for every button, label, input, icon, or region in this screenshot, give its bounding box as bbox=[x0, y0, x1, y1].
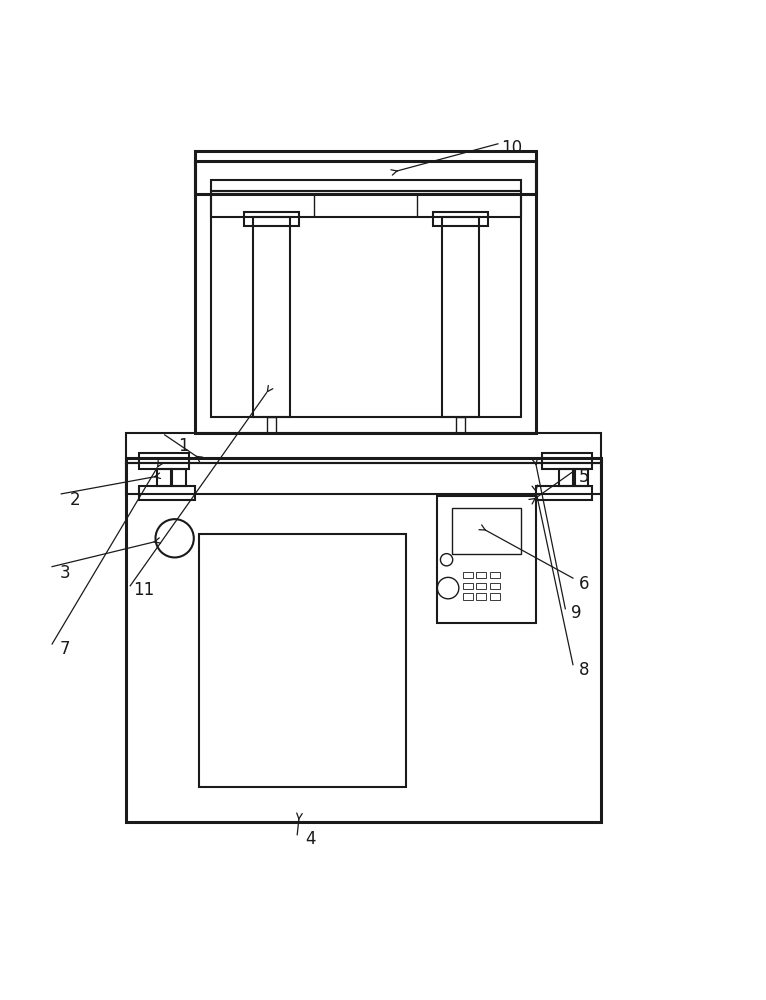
Text: 6: 6 bbox=[578, 575, 589, 593]
Text: 7: 7 bbox=[60, 640, 70, 658]
Text: 5: 5 bbox=[578, 468, 589, 486]
Bar bbox=[463, 593, 473, 600]
Bar bbox=[267, 417, 276, 433]
Bar bbox=[157, 469, 171, 486]
Bar bbox=[172, 469, 186, 486]
Bar bbox=[433, 212, 488, 226]
Bar bbox=[476, 593, 486, 600]
Bar bbox=[195, 161, 536, 433]
Bar bbox=[490, 572, 500, 578]
Bar bbox=[139, 453, 189, 469]
Bar bbox=[574, 469, 588, 486]
Bar bbox=[559, 469, 573, 486]
Bar bbox=[490, 583, 500, 589]
Text: 9: 9 bbox=[571, 604, 581, 622]
Bar bbox=[126, 458, 601, 822]
Bar bbox=[199, 534, 406, 787]
Bar bbox=[244, 212, 299, 226]
Bar bbox=[542, 453, 592, 469]
Bar bbox=[452, 508, 521, 554]
Text: 4: 4 bbox=[305, 830, 316, 848]
Bar bbox=[456, 417, 465, 433]
Text: 11: 11 bbox=[133, 581, 155, 599]
Bar bbox=[211, 191, 521, 417]
Text: 10: 10 bbox=[501, 139, 522, 157]
Bar bbox=[211, 180, 521, 191]
Bar bbox=[126, 433, 601, 463]
Text: 1: 1 bbox=[178, 437, 189, 455]
Bar bbox=[126, 463, 601, 494]
Bar bbox=[463, 583, 473, 589]
Bar bbox=[476, 572, 486, 578]
Text: 8: 8 bbox=[578, 661, 589, 679]
Bar bbox=[139, 486, 195, 500]
Bar bbox=[253, 217, 290, 417]
Bar bbox=[195, 151, 536, 194]
Text: 2: 2 bbox=[70, 491, 80, 509]
Bar bbox=[211, 194, 521, 217]
Bar bbox=[463, 572, 473, 578]
Bar bbox=[476, 583, 486, 589]
Bar bbox=[442, 217, 479, 417]
Bar bbox=[536, 486, 592, 500]
Text: 3: 3 bbox=[60, 564, 70, 582]
Bar bbox=[437, 496, 536, 623]
Bar bbox=[490, 593, 500, 600]
